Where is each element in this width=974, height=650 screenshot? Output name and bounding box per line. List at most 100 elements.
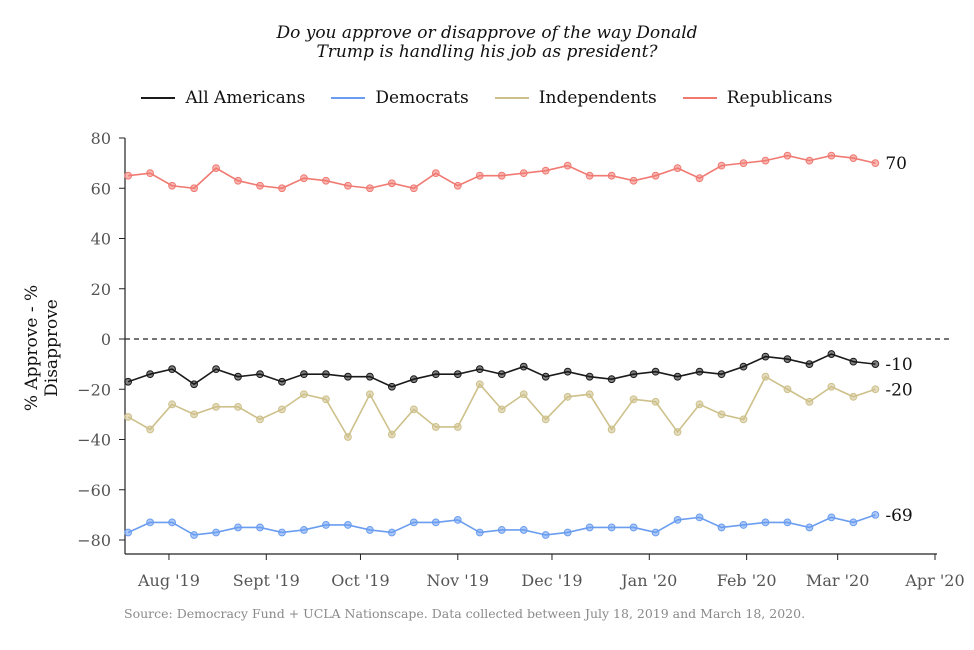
x-tick-label: Nov '19 (427, 571, 490, 590)
x-tick-label: Jan '20 (619, 571, 677, 590)
data-point-republicans (387, 179, 396, 188)
data-point-all-americans (717, 370, 726, 379)
data-point-democrats (805, 523, 814, 532)
data-point-independents (431, 423, 440, 431)
data-point-republicans (541, 166, 550, 175)
data-point-republicans (497, 171, 506, 180)
data-point-all-americans (541, 372, 550, 381)
data-point-independents (673, 428, 682, 436)
data-point-democrats (256, 523, 264, 532)
data-point-independents (717, 410, 726, 419)
data-point-independents (805, 397, 814, 406)
data-point-republicans (453, 181, 462, 190)
data-point-democrats (563, 528, 572, 537)
end-label-independents: -20 (885, 380, 912, 400)
data-point-democrats (497, 526, 506, 534)
end-label-all-americans: -10 (885, 355, 912, 375)
data-point-republicans (519, 169, 528, 178)
legend-label-democrats: Democrats (375, 88, 469, 108)
data-point-republicans (431, 169, 440, 178)
legend-item-all-americans: All Americans (141, 88, 305, 108)
data-point-republicans (805, 156, 814, 165)
data-point-democrats (541, 531, 550, 539)
data-point-all-americans (256, 370, 264, 379)
data-point-democrats (344, 521, 352, 529)
data-point-republicans (871, 159, 880, 168)
data-point-all-americans (761, 352, 770, 361)
data-point-all-americans (805, 360, 814, 369)
data-point-independents (827, 382, 836, 391)
data-point-democrats (431, 518, 440, 527)
data-point-all-americans (278, 377, 286, 386)
data-point-all-americans (519, 362, 528, 371)
data-point-republicans (629, 176, 638, 185)
data-point-all-americans (475, 365, 484, 374)
data-point-independents (453, 423, 462, 431)
x-tick-label: Oct '19 (331, 571, 389, 590)
data-point-all-americans (234, 372, 242, 381)
x-tick-label: Feb '20 (717, 571, 777, 590)
data-point-all-americans (563, 367, 572, 376)
data-point-democrats (278, 528, 286, 537)
data-point-democrats (519, 526, 528, 534)
data-point-independents (234, 402, 242, 411)
data-point-all-americans (146, 370, 155, 379)
data-point-republicans (344, 181, 352, 190)
data-point-democrats (871, 510, 880, 519)
data-point-republicans (212, 164, 220, 173)
data-point-republicans (761, 156, 770, 165)
data-point-independents (344, 433, 352, 441)
legend-label-all-americans: All Americans (185, 88, 306, 108)
data-point-democrats (629, 523, 638, 532)
y-tick-label: 80 (91, 129, 111, 148)
data-point-democrats (322, 521, 330, 529)
data-point-republicans (563, 161, 572, 170)
data-point-all-americans (387, 382, 396, 391)
data-point-democrats (168, 518, 176, 527)
y-tick-label: 20 (91, 280, 111, 299)
legend-item-republicans: Republicans (682, 88, 833, 108)
data-point-republicans (124, 171, 133, 180)
data-point-all-americans (409, 375, 418, 384)
data-point-democrats (651, 528, 660, 537)
data-point-independents (190, 410, 198, 419)
end-label-democrats: -69 (885, 506, 912, 526)
data-point-all-americans (695, 367, 704, 376)
data-point-all-americans (300, 370, 308, 379)
data-point-republicans (300, 174, 308, 183)
data-point-republicans (409, 184, 418, 193)
data-point-democrats (761, 518, 770, 527)
data-point-democrats (453, 516, 462, 524)
data-point-all-americans (212, 365, 220, 374)
y-tick-label: 40 (91, 230, 111, 249)
data-point-republicans (475, 171, 484, 180)
data-point-democrats (695, 513, 704, 522)
y-tick-label: −20 (77, 380, 111, 399)
data-point-independents (739, 415, 748, 424)
data-point-independents (168, 400, 176, 409)
data-point-independents (365, 390, 374, 399)
data-point-democrats (365, 526, 374, 534)
legend-item-democrats: Democrats (331, 88, 469, 108)
data-point-democrats (146, 518, 155, 527)
legend-swatch-republicans (682, 97, 717, 99)
data-point-all-americans (322, 370, 330, 379)
data-point-independents (475, 380, 484, 389)
data-point-democrats (673, 516, 682, 524)
data-point-independents (629, 395, 638, 404)
data-point-all-americans (739, 362, 748, 371)
data-point-independents (387, 430, 396, 439)
data-point-democrats (827, 513, 836, 522)
data-point-independents (651, 397, 660, 406)
data-point-all-americans (607, 375, 616, 384)
data-point-all-americans (673, 372, 682, 381)
data-point-all-americans (453, 370, 462, 379)
x-tick-label: Mar '20 (806, 571, 869, 590)
data-point-independents (497, 405, 506, 414)
legend-label-republicans: Republicans (726, 88, 833, 108)
data-point-republicans (783, 151, 792, 160)
data-point-all-americans (849, 357, 858, 366)
data-point-democrats (387, 528, 396, 537)
